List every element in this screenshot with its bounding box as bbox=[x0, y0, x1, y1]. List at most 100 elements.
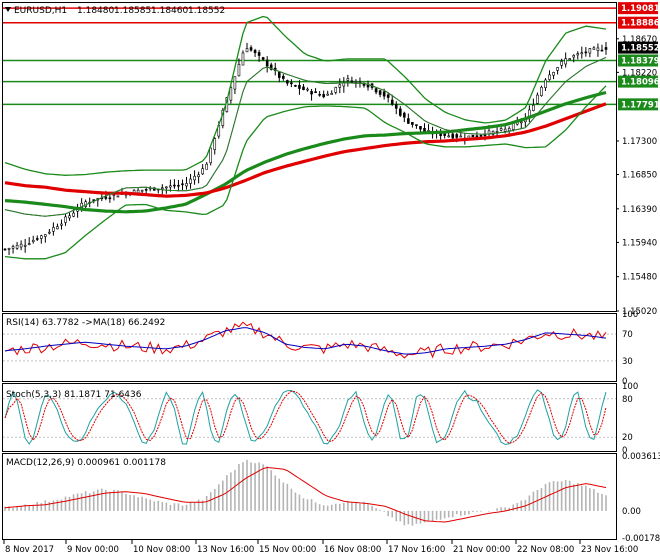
candle-body bbox=[169, 185, 172, 188]
candle-body bbox=[588, 48, 592, 54]
indicator-line-4[interactable] bbox=[4, 15, 607, 176]
stoch-tick-label: 0 bbox=[622, 446, 627, 456]
header-close: 1.18552 bbox=[188, 6, 225, 16]
header-high: 1.18585 bbox=[114, 6, 151, 16]
price-tick-label: 1.16390 bbox=[622, 205, 657, 215]
candle-body bbox=[116, 195, 120, 198]
candle-body bbox=[423, 127, 426, 132]
candle-body bbox=[265, 59, 269, 67]
candle-body bbox=[398, 108, 402, 116]
candle-body bbox=[519, 121, 523, 124]
header-low: 1.18460 bbox=[151, 6, 188, 16]
candle-body bbox=[411, 122, 414, 125]
candle-body bbox=[334, 87, 338, 93]
candle-body bbox=[455, 134, 459, 138]
candle-body bbox=[44, 234, 47, 237]
time-tick-label: 17 Nov 16:00 bbox=[388, 545, 445, 555]
candle-body bbox=[604, 47, 608, 50]
candle-body bbox=[354, 80, 358, 83]
stoch-tick-label: 100 bbox=[622, 382, 638, 392]
level-label-0: 1.19081 bbox=[621, 4, 660, 14]
candle-body bbox=[475, 135, 479, 138]
indicator-line-2[interactable] bbox=[4, 102, 607, 198]
candle-body bbox=[310, 90, 313, 95]
candle-body bbox=[72, 212, 75, 217]
candle-body bbox=[161, 187, 164, 190]
level-label-4: 1.18096 bbox=[621, 78, 660, 88]
candle-body bbox=[511, 123, 515, 130]
macd-tick-label: -0.001786 bbox=[622, 534, 660, 544]
candle-body bbox=[177, 184, 180, 187]
candle-body bbox=[3, 248, 7, 251]
indicator-lines bbox=[4, 15, 607, 260]
candlesticks bbox=[3, 42, 608, 255]
collapse-triangle-icon[interactable] bbox=[5, 7, 11, 12]
candle-body bbox=[419, 126, 422, 130]
candle-body bbox=[499, 128, 503, 131]
candle-body bbox=[596, 47, 600, 51]
time-tick-label: 8 Nov 2017 bbox=[5, 545, 54, 555]
stoch-tick-label: 80 bbox=[622, 395, 633, 405]
rsi-tick-label: 30 bbox=[622, 357, 633, 367]
candle-body bbox=[104, 196, 108, 199]
candle-body bbox=[407, 118, 410, 124]
bollinger-middle-line[interactable] bbox=[4, 56, 607, 217]
candle-body bbox=[60, 223, 63, 226]
level-label-5: 1.17791 bbox=[621, 100, 660, 110]
candle-body bbox=[245, 48, 249, 53]
candle-body bbox=[56, 226, 59, 230]
candle-body bbox=[7, 248, 11, 250]
time-tick-label: 13 Nov 16:00 bbox=[197, 545, 254, 555]
rsi-tick-label: 0 bbox=[622, 377, 627, 387]
rsi-ma-line[interactable] bbox=[4, 327, 607, 355]
candle-body bbox=[564, 58, 567, 65]
candle-body bbox=[233, 76, 237, 90]
candle-body bbox=[386, 94, 390, 98]
candle-body bbox=[556, 67, 559, 71]
header-open: 1.18480 bbox=[77, 6, 114, 16]
macd-tick-label: 0.003613 bbox=[622, 452, 660, 462]
candle-body bbox=[346, 78, 350, 81]
candle-body bbox=[540, 86, 543, 96]
stoch-signal-line[interactable] bbox=[4, 390, 607, 444]
candle-body bbox=[144, 189, 148, 191]
stoch-main-line[interactable] bbox=[4, 389, 607, 445]
candle-body bbox=[23, 244, 27, 247]
stoch-pane-frame bbox=[2, 383, 617, 452]
level-label-box-3 bbox=[618, 54, 658, 67]
time-tick-label: 16 Nov 08:00 bbox=[324, 545, 381, 555]
time-tick-label: 23 Nov 16:00 bbox=[581, 545, 638, 555]
candle-body bbox=[52, 227, 55, 232]
candle-body bbox=[237, 64, 241, 77]
macd-pane: 0.003613 0.00 -0.001786 bbox=[4, 452, 660, 544]
candle-body bbox=[193, 175, 196, 181]
candle-body bbox=[600, 49, 604, 52]
time-axis: 8 Nov 2017 9 Nov 00:00 10 Nov 08:00 13 Nov … bbox=[3, 540, 638, 555]
rsi-line[interactable] bbox=[4, 321, 607, 359]
indicator-line-5[interactable] bbox=[4, 85, 607, 260]
time-tick-label: 9 Nov 00:00 bbox=[67, 545, 119, 555]
candle-body bbox=[209, 147, 213, 164]
candle-body bbox=[302, 86, 305, 91]
candle-body bbox=[108, 197, 112, 200]
macd-signal-line[interactable] bbox=[4, 466, 607, 523]
candle-body bbox=[229, 87, 233, 101]
indicator-line-1[interactable] bbox=[4, 90, 607, 214]
candle-body bbox=[294, 85, 297, 87]
rsi-pane: 100 70 30 0 bbox=[3, 310, 638, 387]
candle-body bbox=[443, 133, 446, 136]
candle-body bbox=[507, 128, 511, 131]
candle-body bbox=[173, 184, 176, 187]
price-pane bbox=[3, 7, 616, 260]
price-tick-label: 1.18670 bbox=[622, 35, 657, 45]
candle-body bbox=[181, 183, 184, 186]
candle-body bbox=[257, 52, 261, 56]
macd-tick-label: 0.00 bbox=[622, 507, 641, 517]
level-label-3: 1.18379 bbox=[621, 56, 660, 66]
candle-body bbox=[330, 93, 334, 95]
candle-body bbox=[213, 138, 217, 150]
level-label-box-4 bbox=[618, 75, 658, 88]
level-label-box-2 bbox=[618, 41, 658, 54]
candle-body bbox=[306, 88, 309, 91]
